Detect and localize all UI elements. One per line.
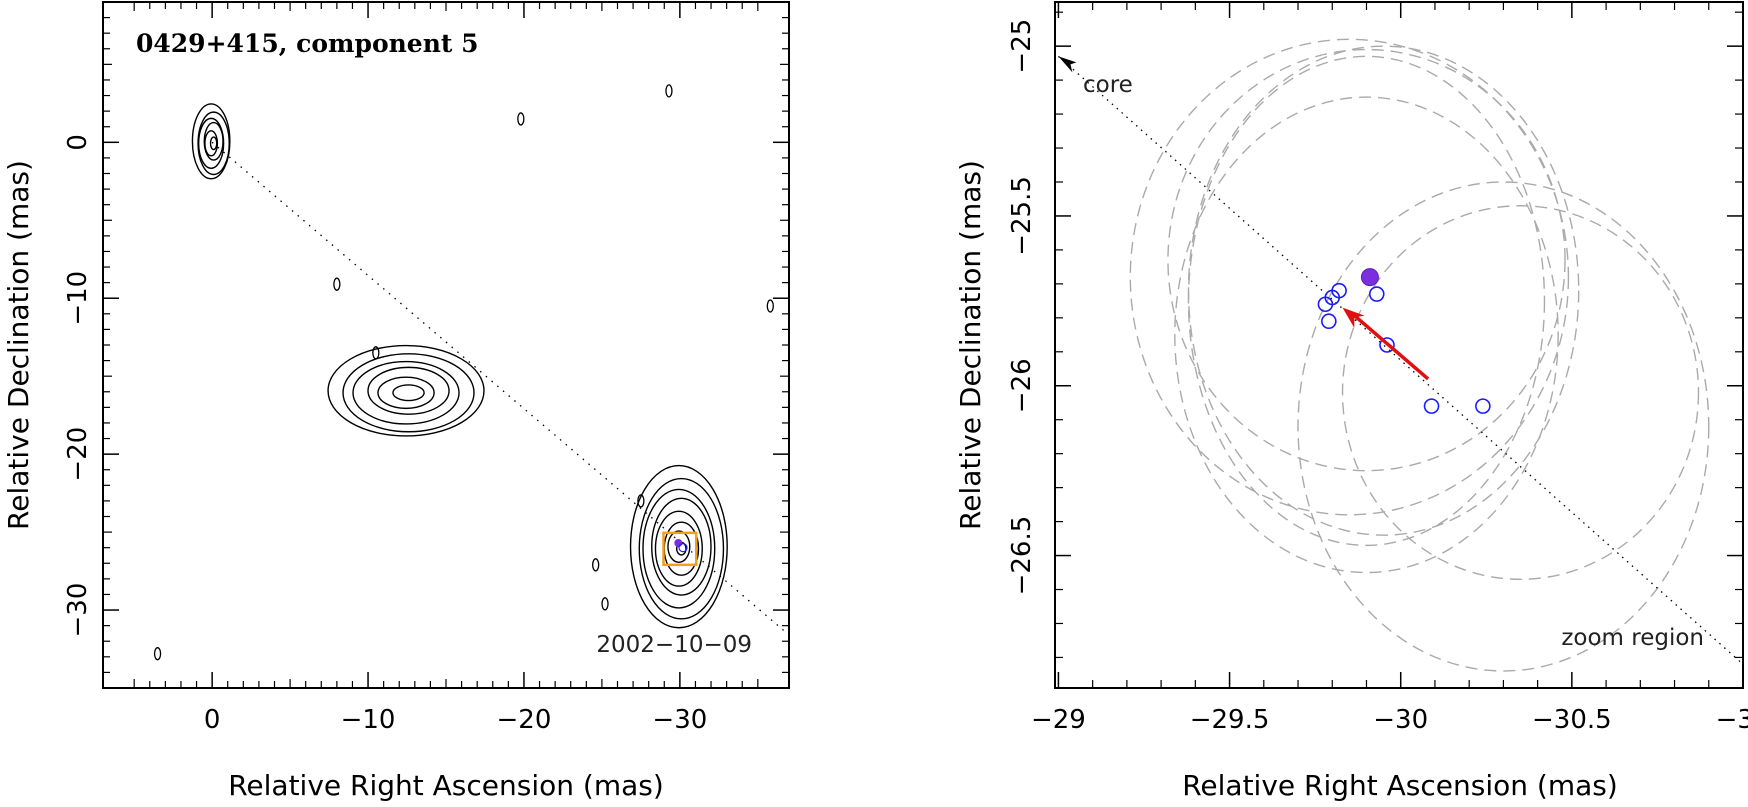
jet-axis-line [1057, 55, 1743, 665]
mean-position-marker [1360, 268, 1379, 287]
right-x-axis-label: Relative Right Ascension (mas) [1182, 769, 1618, 802]
left-panel: 0 −10 −20 −30 0 −10 −20 −30 0429+415, component… [2, 1, 790, 802]
position-marker [1321, 313, 1337, 330]
contour-level [209, 136, 218, 151]
x-tick-label: −30.5 [1532, 705, 1612, 735]
component-position-marker [674, 539, 683, 548]
contour-level [352, 360, 460, 425]
right-panel: −29 −29.5 −30 −30.5 −31 −25 −25.5 −26 −26.5 core… [954, 1, 1748, 802]
left-x-axis-label: Relative Right Ascension (mas) [228, 769, 664, 802]
contour-map [191, 103, 728, 629]
y-tick-label: −25.5 [1007, 176, 1037, 256]
component-2-contours [327, 344, 485, 437]
contour-level [392, 384, 425, 402]
noise-contour [372, 346, 380, 360]
zoom-box [662, 531, 698, 567]
error-ellipse [1167, 48, 1566, 472]
contour-level [667, 530, 691, 563]
contour-level [197, 111, 230, 176]
x-tick-label: −20 [497, 705, 552, 735]
error-ellipses [1129, 38, 1710, 672]
zoom-region-box [662, 531, 698, 567]
component-position-marker [678, 543, 688, 553]
y-tick-label: 0 [63, 134, 93, 151]
error-ellipse [1341, 205, 1700, 581]
contour-level [629, 464, 728, 629]
x-tick-label: −10 [341, 705, 396, 735]
motion-arrow [1342, 307, 1430, 381]
error-ellipse [1187, 45, 1580, 536]
core-annotation: core [1083, 72, 1133, 98]
error-ellipse [1297, 181, 1710, 672]
position-marker [1379, 337, 1395, 353]
contour-level [663, 521, 700, 576]
noise-contour [333, 277, 341, 291]
y-tick-label: −26 [1007, 358, 1037, 413]
contour-level [654, 510, 703, 587]
position-marker [1317, 296, 1334, 313]
y-tick-label: −20 [63, 427, 93, 482]
noise-contour [766, 299, 774, 313]
contour-level [342, 353, 475, 433]
y-tick-label: −10 [63, 271, 93, 326]
noise-contour [153, 647, 162, 661]
core-contours [191, 103, 231, 180]
x-tick-label: −29.5 [1190, 705, 1270, 735]
motion-arrow-shaft [1353, 314, 1430, 381]
contour-level [651, 497, 712, 596]
noise-contour [592, 558, 600, 572]
x-tick-label: −31 [1716, 705, 1748, 735]
contour-level [642, 488, 716, 609]
error-ellipse [1174, 96, 1559, 574]
x-tick-label: −30 [1373, 705, 1428, 735]
contour-level [367, 366, 450, 415]
epoch-date-label: 2002−10−09 [596, 632, 752, 658]
right-ticks: −29 −29.5 −30 −30.5 −31 −25 −25.5 −26 −26.5 [1007, 2, 1748, 735]
error-ellipse [1187, 55, 1546, 547]
jet-line [1057, 55, 1743, 665]
position-marker [1475, 398, 1491, 414]
jet-axis-line [211, 141, 789, 636]
x-tick-label: −29 [1031, 705, 1086, 735]
noise-contour [665, 84, 673, 98]
left-ticks: 0 −10 −20 −30 0 −10 −20 −30 [63, 2, 789, 735]
contour-level [327, 344, 485, 437]
noise-contours [153, 84, 774, 661]
error-ellipse [1129, 38, 1570, 516]
right-plot-frame [1054, 1, 1744, 689]
right-y-axis-label: Relative Declination (mas) [954, 160, 987, 530]
position-marker [1423, 398, 1440, 414]
noise-contour [517, 112, 525, 126]
position-markers [1317, 268, 1491, 414]
noise-contour [637, 494, 645, 508]
zoom-region-annotation: zoom region [1561, 625, 1704, 651]
y-tick-label: −30 [63, 583, 93, 638]
core-direction-arrowhead [1058, 56, 1077, 73]
motion-arrowhead [1342, 307, 1365, 328]
contour-level [377, 376, 435, 410]
y-tick-label: −25 [1007, 19, 1037, 74]
position-marker [1368, 286, 1385, 302]
left-chart-title: 0429+415, component 5 [136, 29, 479, 58]
x-tick-label: 0 [204, 705, 221, 735]
jet-line [211, 141, 789, 636]
y-tick-label: −26.5 [1007, 516, 1037, 596]
left-y-axis-label: Relative Declination (mas) [2, 160, 35, 530]
contour-level [638, 477, 725, 620]
noise-contour [601, 597, 609, 611]
x-tick-label: −30 [652, 705, 707, 735]
